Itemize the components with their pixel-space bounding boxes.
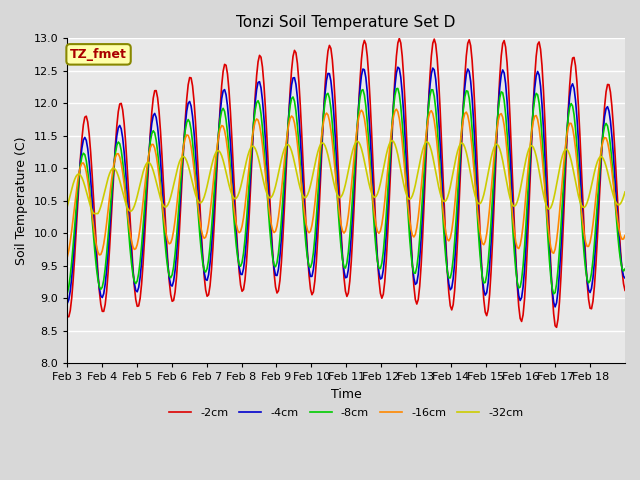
- -16cm: [463, 109, 470, 115]
- -2cm: [350, 202, 358, 208]
- -16cm: [63, 254, 71, 260]
- -2cm: [621, 288, 629, 293]
- -16cm: [392, 106, 400, 112]
- Line: -16cm: -16cm: [67, 109, 625, 257]
- -32cm: [388, 138, 396, 144]
- -32cm: [63, 204, 71, 209]
- -16cm: [545, 234, 553, 240]
- -4cm: [621, 275, 629, 281]
- Legend: -2cm, -4cm, -8cm, -16cm, -32cm: -2cm, -4cm, -8cm, -16cm, -32cm: [164, 404, 528, 422]
- -8cm: [83, 158, 90, 164]
- -32cm: [621, 189, 629, 195]
- -2cm: [63, 313, 71, 319]
- -32cm: [464, 156, 472, 162]
- -4cm: [100, 291, 108, 297]
- Line: -2cm: -2cm: [67, 38, 625, 327]
- -4cm: [394, 64, 402, 70]
- -32cm: [101, 186, 109, 192]
- -4cm: [63, 300, 71, 306]
- -32cm: [90, 211, 97, 216]
- -8cm: [63, 290, 71, 296]
- -2cm: [553, 324, 561, 330]
- -32cm: [352, 140, 360, 145]
- Text: TZ_fmet: TZ_fmet: [70, 48, 127, 61]
- -4cm: [551, 304, 559, 310]
- -2cm: [463, 53, 470, 59]
- Title: Tonzi Soil Temperature Set D: Tonzi Soil Temperature Set D: [236, 15, 456, 30]
- X-axis label: Time: Time: [331, 388, 362, 401]
- -16cm: [618, 236, 626, 242]
- Y-axis label: Soil Temperature (C): Soil Temperature (C): [15, 136, 28, 265]
- -2cm: [100, 309, 108, 314]
- -8cm: [545, 256, 553, 262]
- -8cm: [100, 277, 108, 283]
- -4cm: [463, 72, 470, 77]
- Line: -32cm: -32cm: [67, 141, 625, 214]
- -32cm: [547, 205, 555, 211]
- -2cm: [545, 228, 553, 234]
- -2cm: [396, 36, 403, 41]
- Line: -4cm: -4cm: [67, 67, 625, 307]
- -8cm: [394, 85, 402, 91]
- -8cm: [620, 268, 627, 274]
- -16cm: [100, 241, 108, 247]
- -8cm: [621, 266, 629, 272]
- -16cm: [621, 233, 629, 239]
- -8cm: [350, 168, 358, 174]
- -2cm: [83, 113, 90, 119]
- -2cm: [620, 281, 627, 287]
- -16cm: [350, 153, 358, 159]
- -4cm: [350, 182, 358, 188]
- -4cm: [545, 243, 553, 249]
- -32cm: [620, 194, 627, 200]
- -8cm: [550, 291, 557, 297]
- -16cm: [83, 169, 90, 175]
- Line: -8cm: -8cm: [67, 88, 625, 294]
- -32cm: [83, 188, 90, 194]
- -8cm: [463, 88, 470, 94]
- -4cm: [83, 137, 90, 143]
- -4cm: [620, 274, 627, 279]
